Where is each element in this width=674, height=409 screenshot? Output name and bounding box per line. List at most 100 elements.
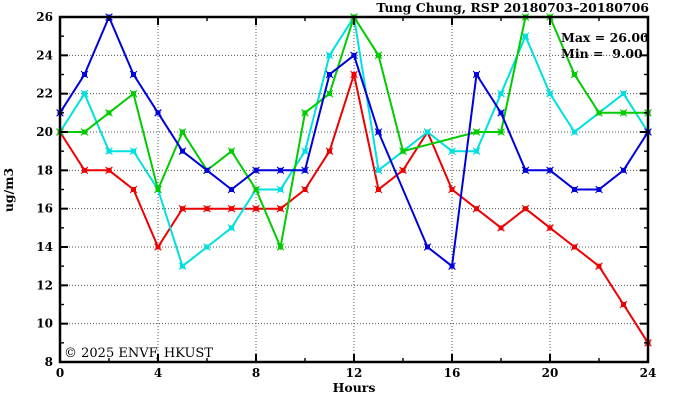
data-point-marker (374, 166, 383, 175)
marker-cross (521, 204, 530, 213)
marker-cross (546, 89, 554, 98)
marker-cross (570, 128, 579, 136)
marker-cross (80, 166, 89, 175)
data-point-marker (80, 70, 89, 79)
data-point-marker (595, 109, 603, 117)
marker-cross (203, 166, 211, 175)
y-tick-label: 18 (36, 163, 53, 177)
marker-cross (80, 70, 89, 79)
marker-cross (472, 128, 481, 136)
marker-cross (276, 243, 285, 251)
data-point-marker (521, 204, 530, 213)
red-series (56, 70, 652, 347)
data-point-marker (252, 204, 260, 213)
marker-cross (129, 89, 138, 98)
data-point-marker (129, 89, 138, 98)
data-point-marker (350, 70, 358, 79)
data-point-marker (497, 109, 505, 117)
marker-cross (203, 243, 211, 251)
marker-cross (570, 243, 579, 251)
marker-cross (619, 300, 628, 309)
marker-cross (350, 70, 358, 79)
data-point-marker (472, 128, 481, 136)
y-tick-label: 14 (36, 240, 53, 254)
data-point-marker (374, 51, 383, 60)
marker-cross (619, 109, 628, 117)
data-point-marker (80, 166, 89, 175)
marker-cross (595, 262, 603, 270)
data-point-marker (472, 70, 481, 79)
data-point-marker (80, 128, 89, 136)
marker-cross (374, 128, 383, 136)
data-point-marker (105, 109, 113, 117)
marker-cross (472, 147, 481, 155)
marker-cross (619, 166, 628, 175)
data-point-marker (301, 109, 309, 117)
data-point-marker (154, 109, 162, 117)
data-point-marker (301, 166, 309, 175)
data-point-marker (276, 204, 285, 213)
x-tick-label: 24 (640, 366, 657, 380)
marker-cross (252, 185, 260, 194)
marker-cross (570, 70, 579, 79)
marker-cross (423, 243, 432, 251)
marker-cross (178, 204, 187, 213)
x-tick-label: 4 (154, 366, 162, 380)
data-point-marker (448, 147, 456, 155)
marker-cross (325, 89, 334, 98)
data-point-marker (105, 166, 113, 175)
chart-ticks (59, 16, 649, 363)
data-point-marker (325, 89, 334, 98)
marker-cross (129, 70, 138, 79)
marker-cross (497, 89, 505, 98)
max-annotation: Max = 26.00 (561, 30, 649, 45)
data-point-marker (80, 89, 89, 98)
marker-cross (448, 147, 456, 155)
data-point-marker (497, 128, 505, 136)
data-point-marker (154, 185, 162, 194)
marker-cross (178, 262, 187, 270)
data-point-marker (570, 185, 579, 194)
data-point-marker (178, 204, 187, 213)
marker-cross (423, 128, 432, 136)
y-axis-label: ug/m3 (1, 168, 16, 212)
data-point-marker (203, 204, 211, 213)
data-point-marker (521, 32, 530, 40)
marker-cross (595, 109, 603, 117)
marker-cross (325, 70, 334, 79)
data-point-marker (472, 147, 481, 155)
marker-cross (619, 89, 628, 98)
chart-grid (60, 17, 648, 362)
marker-cross (178, 128, 187, 136)
y-tick-label: 26 (36, 10, 53, 24)
marker-cross (227, 185, 236, 194)
y-tick-label: 12 (36, 278, 53, 292)
marker-cross (203, 204, 211, 213)
marker-cross (227, 224, 236, 232)
data-point-marker (252, 185, 260, 194)
data-point-marker (252, 166, 260, 175)
data-point-marker (546, 89, 554, 98)
data-point-marker (497, 224, 505, 232)
data-point-marker (595, 262, 603, 270)
marker-cross (570, 185, 579, 194)
marker-cross (350, 51, 358, 60)
data-point-marker (350, 51, 358, 60)
data-point-marker (203, 166, 211, 175)
marker-cross (448, 262, 456, 270)
marker-cross (325, 51, 334, 60)
marker-cross (154, 185, 162, 194)
data-point-marker (154, 243, 162, 251)
marker-cross (472, 70, 481, 79)
chart-title: Tung Chung, RSP 20180703–20180706 (376, 0, 649, 15)
data-point-marker (619, 166, 628, 175)
marker-cross (227, 204, 236, 213)
data-point-marker (178, 147, 187, 155)
marker-cross (80, 89, 89, 98)
data-point-marker (129, 147, 138, 155)
data-point-marker (374, 128, 383, 136)
data-point-marker (276, 243, 285, 251)
marker-cross (497, 224, 505, 232)
